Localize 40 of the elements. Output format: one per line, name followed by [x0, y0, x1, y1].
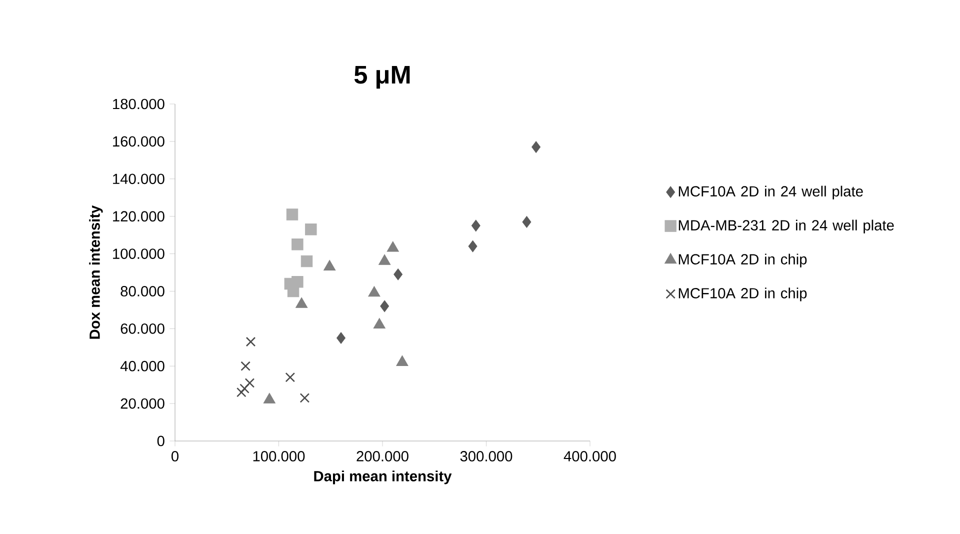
- x-tick-label: 200.000: [356, 451, 408, 462]
- y-tick-label: 80.000: [120, 286, 164, 296]
- legend-label: MCF10A 2D in chip: [678, 254, 807, 268]
- point: [292, 238, 304, 250]
- y-tick-label: 160.000: [113, 136, 164, 147]
- legend-label: MCF10A 2D in chip: [678, 288, 807, 302]
- point: [300, 255, 313, 268]
- point: [244, 378, 255, 388]
- y-tick-label: 140.000: [113, 174, 164, 184]
- point: [471, 220, 480, 232]
- y-tick-label: 180.000: [113, 98, 164, 110]
- point: [532, 141, 541, 153]
- x-tick-label: 0: [171, 451, 178, 462]
- point: [468, 240, 478, 252]
- y-tick-label: 40.000: [120, 360, 164, 372]
- point: [336, 332, 346, 344]
- x-axis-title: Dapi mean intensity: [314, 470, 452, 484]
- y-tick-label: 100.000: [113, 248, 164, 259]
- point: [286, 208, 298, 220]
- point: [240, 384, 250, 394]
- point: [246, 336, 256, 347]
- point: [522, 216, 532, 228]
- point: [236, 387, 246, 398]
- y-tick-label: 120.000: [113, 211, 164, 222]
- point: [394, 268, 403, 280]
- y-tick-label: 60.000: [120, 323, 164, 334]
- y-axis-title: Dox mean intensity: [89, 205, 103, 339]
- x-tick-label: 100.000: [253, 451, 305, 462]
- y-tick-label: 20.000: [120, 398, 164, 409]
- point: [285, 372, 296, 382]
- y-tick-label: 0: [157, 436, 164, 446]
- x-tick-label: 300.000: [460, 451, 512, 462]
- point: [300, 393, 310, 403]
- point: [240, 361, 250, 372]
- point: [305, 224, 317, 236]
- legend-label: MCF10A 2D in 24 well plate: [678, 186, 863, 200]
- chart-title: 5 μM: [354, 66, 410, 89]
- x-tick-label: 400.000: [564, 451, 616, 462]
- point: [380, 300, 390, 312]
- legend-label: MDA-MB-231 2D in 24 well plate: [678, 220, 894, 234]
